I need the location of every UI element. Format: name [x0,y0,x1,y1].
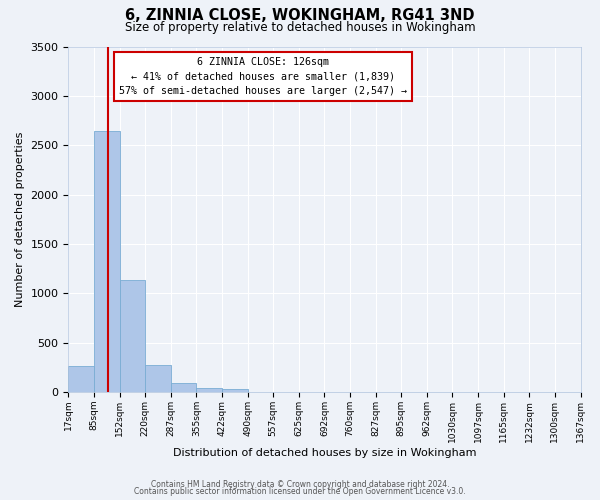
Bar [171,384,196,392]
Bar [119,280,145,392]
Y-axis label: Number of detached properties: Number of detached properties [15,132,25,307]
Text: Contains public sector information licensed under the Open Government Licence v3: Contains public sector information licen… [134,487,466,496]
Text: 6 ZINNIA CLOSE: 126sqm
← 41% of detached houses are smaller (1,839)
57% of semi-: 6 ZINNIA CLOSE: 126sqm ← 41% of detached… [119,57,407,96]
Bar [222,389,248,392]
Text: Contains HM Land Registry data © Crown copyright and database right 2024.: Contains HM Land Registry data © Crown c… [151,480,449,489]
Text: Size of property relative to detached houses in Wokingham: Size of property relative to detached ho… [125,21,475,34]
Bar [68,366,94,392]
X-axis label: Distribution of detached houses by size in Wokingham: Distribution of detached houses by size … [173,448,476,458]
Bar [94,132,119,392]
Bar [196,388,222,392]
Bar [145,364,171,392]
Text: 6, ZINNIA CLOSE, WOKINGHAM, RG41 3ND: 6, ZINNIA CLOSE, WOKINGHAM, RG41 3ND [125,8,475,22]
